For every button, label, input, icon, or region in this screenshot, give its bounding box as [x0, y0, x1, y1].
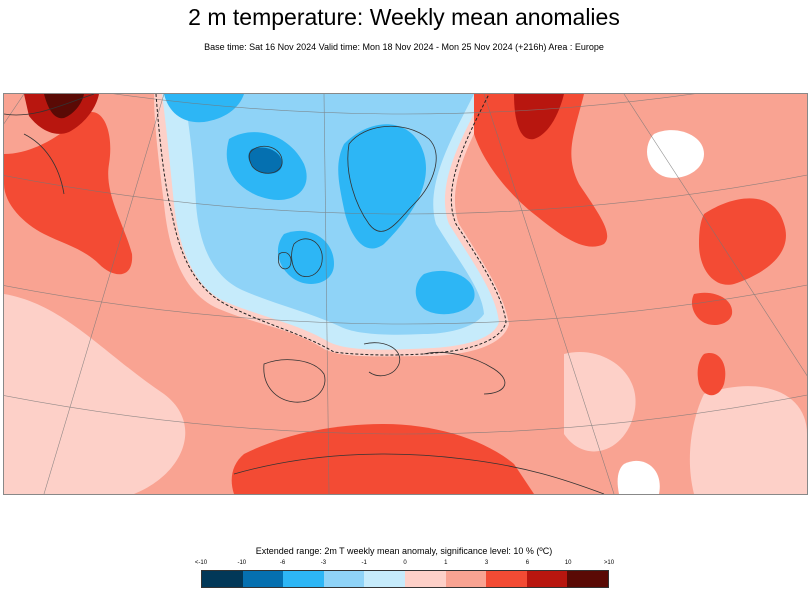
chart-title: 2 m temperature: Weekly mean anomalies: [188, 4, 620, 30]
legend-tick: 3: [484, 560, 489, 566]
legend-tick: <-10: [194, 560, 208, 566]
extreme-warm-greenland: [44, 94, 84, 119]
chart-subtitle: Base time: Sat 16 Nov 2024 Valid time: M…: [204, 42, 604, 52]
map-canvas: [4, 94, 807, 494]
light-warm-atlantic: [4, 294, 186, 494]
neutral-spot-south: [617, 460, 660, 494]
legend-tick: 0: [403, 560, 407, 566]
legend-swatch: [445, 571, 487, 587]
legend-swatch: [486, 571, 527, 587]
legend-swatch: [526, 571, 568, 587]
strong-warm-russia: [474, 94, 608, 247]
legend-tick: >10: [603, 560, 615, 566]
strong-cool-britain: [277, 230, 334, 284]
strong-cool-arctic: [164, 94, 244, 123]
legend-color-bar: [201, 570, 609, 588]
legend-swatch: [404, 571, 446, 587]
very-strong-cool-spot: [248, 147, 283, 174]
legend-tick: -1: [361, 560, 367, 566]
strong-warm-north-africa: [231, 424, 534, 494]
strong-warm-caspian: [691, 292, 733, 326]
legend-tick: -3: [320, 560, 327, 566]
legend-swatch: [242, 571, 284, 587]
strong-cool-scandinavia: [338, 124, 426, 249]
legend-swatch: [323, 571, 365, 587]
legend-swatch: [567, 571, 608, 587]
very-strong-warm-russia: [514, 94, 564, 140]
legend-tick: -6: [279, 560, 286, 566]
legend-swatch: [283, 571, 324, 587]
legend-swatch: [364, 571, 405, 587]
strong-cool-alps: [415, 270, 475, 315]
strong-warm-iran: [697, 353, 726, 396]
legend-tick: 6: [525, 560, 530, 566]
significance-contour: [155, 94, 507, 356]
neutral-spot-north: [647, 130, 704, 178]
color-legend: <-10 -10 -6 -3 -1 0 1 3 6 10 >10: [195, 558, 614, 590]
legend-swatch: [202, 571, 243, 587]
legend-title: Extended range: 2m T weekly mean anomaly…: [255, 546, 553, 556]
legend-tick: 1: [444, 560, 448, 566]
light-warm-mideast: [689, 386, 807, 494]
graticule: [4, 94, 807, 494]
anomaly-map: [3, 93, 808, 495]
strong-warm-east: [699, 198, 786, 285]
legend-tick: 10: [564, 560, 572, 566]
strong-warm-greenland: [4, 112, 133, 275]
legend-tick: -10: [237, 560, 247, 566]
